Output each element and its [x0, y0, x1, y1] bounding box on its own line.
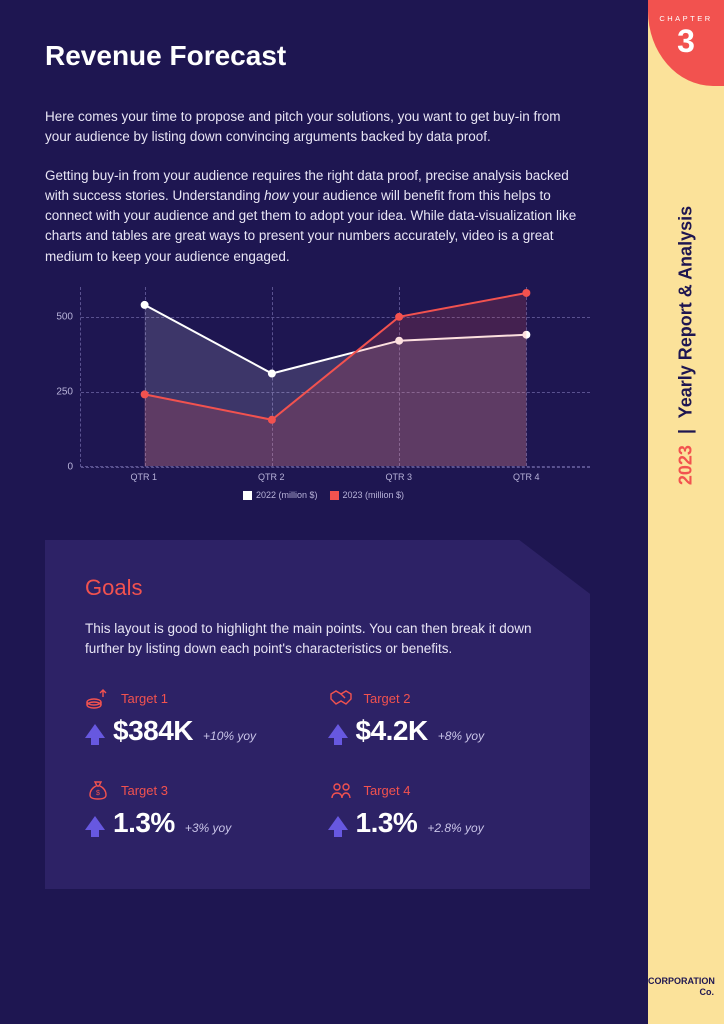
svg-text:$: $ [96, 790, 100, 797]
moneybag-icon: $ [85, 779, 111, 801]
target-yoy: +2.8% yoy [427, 821, 483, 835]
arrow-up-icon [85, 724, 105, 738]
intro-p1: Here comes your time to propose and pitc… [45, 107, 590, 148]
target-item: $ Target 3 1.3% +3% yoy [85, 779, 308, 839]
target-label: Target 4 [364, 783, 411, 798]
target-yoy: +10% yoy [203, 729, 256, 743]
target-item: Target 1 $384K +10% yoy [85, 687, 308, 747]
target-item: Target 4 1.3% +2.8% yoy [328, 779, 551, 839]
page-title: Revenue Forecast [45, 40, 590, 72]
chapter-label: CHAPTER [648, 14, 724, 23]
handshake-icon [328, 687, 354, 709]
target-value: $384K [113, 715, 193, 747]
target-item: Target 2 $4.2K +8% yoy [328, 687, 551, 747]
target-yoy: +3% yoy [185, 821, 231, 835]
side-title: 2023 | Yearly Report & Analysis [676, 206, 697, 485]
coins-icon [85, 687, 111, 709]
y-tick-label: 500 [56, 311, 73, 322]
arrow-up-icon [328, 724, 348, 738]
target-value: $4.2K [356, 715, 428, 747]
arrow-up-icon [328, 816, 348, 830]
x-tick-label: QTR 3 [335, 472, 463, 482]
arrow-up-icon [85, 816, 105, 830]
chapter-number: 3 [648, 25, 724, 57]
people-icon [328, 779, 354, 801]
goals-title: Goals [85, 575, 550, 601]
y-tick-label: 250 [56, 386, 73, 397]
target-label: Target 1 [121, 691, 168, 706]
target-label: Target 3 [121, 783, 168, 798]
legend-swatch [330, 491, 339, 500]
legend-label: 2023 (million $) [343, 490, 405, 500]
goals-panel: Goals This layout is good to highlight t… [45, 540, 590, 890]
target-value: 1.3% [356, 807, 418, 839]
y-tick-label: 0 [67, 461, 73, 472]
x-tick-label: QTR 4 [463, 472, 591, 482]
intro-p2: Getting buy-in from your audience requir… [45, 166, 590, 267]
corporation-label: CORPORATION Co. [648, 976, 724, 998]
intro-block: Here comes your time to propose and pitc… [45, 107, 590, 267]
legend-label: 2022 (million $) [256, 490, 318, 500]
target-value: 1.3% [113, 807, 175, 839]
x-tick-label: QTR 1 [80, 472, 208, 482]
legend-swatch [243, 491, 252, 500]
sidebar: CHAPTER 3 2023 | Yearly Report & Analysi… [648, 0, 724, 1024]
chapter-badge: CHAPTER 3 [648, 0, 724, 86]
target-label: Target 2 [364, 691, 411, 706]
revenue-chart: 0 250 500 QTR 1QTR 2QTR 3QTR 4 2022 (milli… [45, 287, 590, 500]
chart-legend: 2022 (million $) 2023 (million $) [45, 490, 590, 500]
target-yoy: +8% yoy [438, 729, 484, 743]
x-tick-label: QTR 2 [208, 472, 336, 482]
goals-intro: This layout is good to highlight the mai… [85, 619, 550, 660]
